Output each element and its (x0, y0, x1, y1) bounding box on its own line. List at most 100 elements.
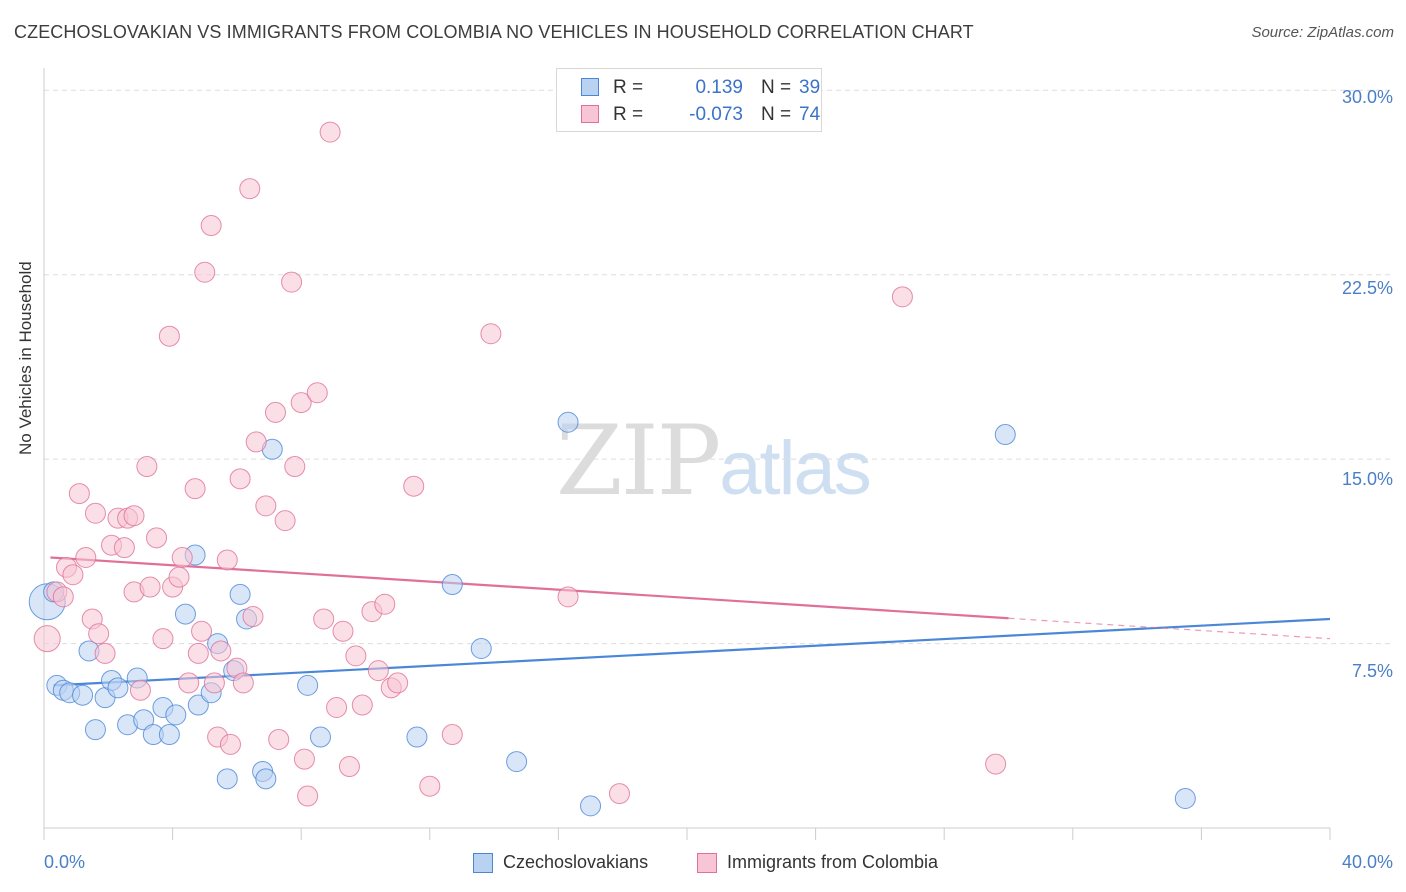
y-tick-label: 30.0% (1341, 87, 1393, 107)
colombia-point (419, 775, 441, 797)
czechoslovakian-point (406, 726, 428, 748)
legend-r-value: 0.139 (695, 77, 743, 98)
y-tick-label: 7.5% (1351, 661, 1393, 681)
legend-r-value: -0.073 (689, 104, 743, 125)
colombia-point (200, 215, 222, 237)
colombia-point (52, 586, 74, 608)
colombia-point (313, 608, 335, 630)
colombia-point (146, 527, 168, 549)
y-tick-label: 22.5% (1341, 278, 1393, 298)
colombia-trend-line-extension (1008, 617, 1331, 640)
colombia-point (557, 586, 579, 608)
gridlines (44, 89, 1393, 645)
colombia-point (229, 468, 251, 490)
colombia-point (403, 475, 425, 497)
czechoslovakian-point (994, 424, 1016, 446)
colombia-point (608, 783, 630, 805)
czechoslovakian-point (1174, 787, 1196, 809)
colombia-point (75, 547, 97, 569)
colombia-point (171, 547, 193, 569)
colombia-point (245, 431, 267, 453)
czechoslovakian-trend-line (53, 617, 1331, 687)
chart-title: CZECHOSLOVAKIAN VS IMMIGRANTS FROM COLOM… (14, 22, 974, 42)
colombia-point (219, 733, 241, 755)
colombia-point (203, 672, 225, 694)
axes (43, 68, 1331, 840)
colombia-point (374, 593, 396, 615)
colombia-point (274, 510, 296, 532)
czechoslovakian-point (229, 583, 251, 605)
colombia-point (319, 121, 341, 143)
colombia-point (891, 286, 913, 308)
czechoslovakian-point (107, 677, 129, 699)
legend-n-label: N = (761, 104, 792, 125)
legend-swatch-blue (581, 78, 599, 96)
colombia-point (88, 623, 110, 645)
colombia-point (264, 401, 286, 423)
trend-lines (50, 556, 1331, 687)
colombia-point (338, 756, 360, 778)
colombia-point (33, 625, 61, 653)
colombia-point (62, 564, 84, 586)
colombia-point (441, 724, 463, 746)
czechoslovakian-point (506, 751, 528, 773)
colombia-point (387, 672, 409, 694)
y-tick-label: 15.0% (1341, 469, 1393, 489)
czechoslovakian-point (580, 795, 602, 817)
colombia-point (139, 576, 161, 598)
data-points (28, 121, 1196, 817)
colombia-point (194, 261, 216, 283)
colombia-point (191, 620, 213, 642)
colombia-point (326, 697, 348, 719)
colombia-point (985, 753, 1007, 775)
watermark-atlas: atlas (719, 426, 872, 511)
colombia-point (152, 628, 174, 650)
colombia-point (129, 679, 151, 701)
colombia-point (284, 456, 306, 478)
czechoslovakian-point (133, 709, 155, 731)
czechoslovakian-point (72, 684, 94, 706)
czechoslovakian-point (470, 637, 492, 659)
legend-n-label: N = (761, 77, 792, 98)
czechoslovakian-point (165, 704, 187, 726)
colombia-point (242, 606, 264, 628)
colombia-point (332, 620, 354, 642)
czechoslovakian-point (297, 674, 319, 696)
colombia-point (158, 325, 180, 347)
x-tick-label-min: 0.0% (44, 852, 86, 872)
colombia-point (232, 672, 254, 694)
legend-r-label: R = (613, 77, 644, 98)
colombia-point (68, 483, 90, 505)
legend-swatch-blue (473, 853, 493, 873)
watermark-zip: ZIP (556, 405, 721, 517)
y-axis-label: No Vehicles in Household (16, 261, 35, 455)
colombia-point (345, 645, 367, 667)
colombia-point (136, 456, 158, 478)
colombia-point (239, 178, 261, 200)
colombia-point (84, 502, 106, 524)
watermark: ZIPatlas (556, 405, 872, 517)
czechoslovakian-point (255, 768, 277, 790)
colombia-point (290, 392, 312, 414)
colombia-point (178, 672, 200, 694)
colombia-point (351, 694, 373, 716)
colombia-point (184, 478, 206, 500)
colombia-point (268, 728, 290, 750)
legend-n-value: 74 (799, 104, 821, 125)
stats-legend: R = 0.139 N = 39 R = -0.073 N = 74 (556, 68, 822, 132)
legend-swatch-pink (581, 105, 599, 123)
czechoslovakian-point (557, 411, 579, 433)
czechoslovakian-point (174, 603, 196, 625)
czechoslovakian-point (158, 724, 180, 746)
colombia-point (216, 549, 238, 571)
czechoslovakian-point (187, 694, 209, 716)
colombia-point (94, 642, 116, 664)
source-label: Source: ZipAtlas.com (1251, 24, 1394, 41)
colombia-point (123, 505, 145, 527)
colombia-point (367, 660, 389, 682)
colombia-trend-line (50, 556, 1009, 620)
colombia-point (293, 748, 315, 770)
colombia-point (168, 566, 190, 588)
czechoslovakian-point (441, 574, 463, 596)
